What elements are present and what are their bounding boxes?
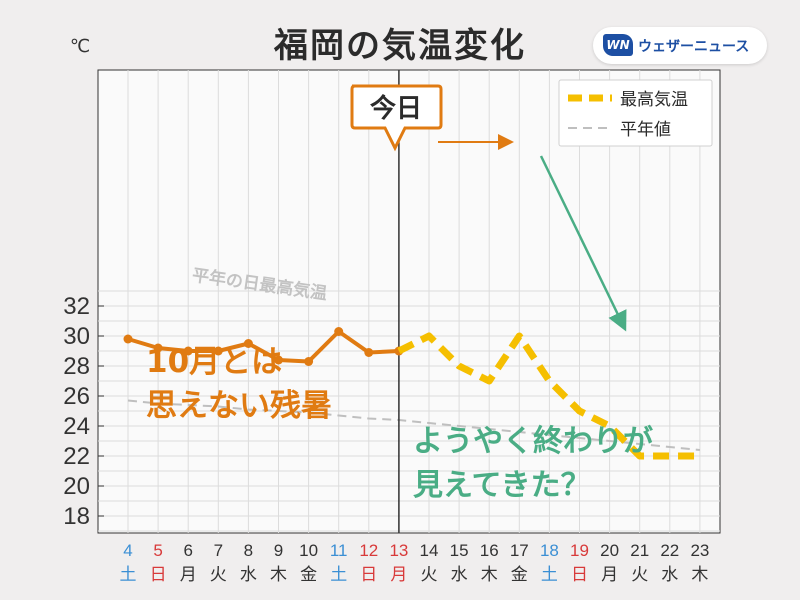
x-tick-label-weekday: 火 [210, 565, 227, 585]
today-callout: 今日 [350, 84, 443, 152]
legend-label-normal: 平年値 [620, 120, 671, 140]
x-tick-label-weekday: 月 [601, 565, 618, 585]
x-tick-label-day: 7 [214, 541, 223, 560]
y-tick-label: 20 [63, 473, 90, 500]
y-axis-unit: ℃ [70, 36, 90, 57]
x-tick-label-day: 14 [420, 541, 439, 560]
x-tick-label-day: 18 [540, 541, 559, 560]
x-tick-label-day: 5 [153, 541, 162, 560]
x-tick-label-day: 11 [330, 541, 348, 560]
x-tick-label-day: 8 [244, 541, 253, 560]
x-tick-label-weekday: 木 [691, 565, 708, 585]
x-tick-label-day: 16 [480, 541, 499, 560]
observed-point [213, 346, 223, 356]
x-tick-label-day: 23 [690, 541, 709, 560]
x-tick-label-day: 17 [510, 541, 529, 560]
observed-point [364, 348, 374, 357]
x-tick-label-day: 4 [123, 541, 132, 560]
observed-point [243, 339, 253, 348]
observed-point [304, 357, 314, 366]
x-tick-label-weekday: 水 [661, 565, 678, 585]
x-tick-label-weekday: 日 [150, 565, 167, 585]
x-tick-label-day: 19 [570, 541, 589, 560]
x-tick-label-day: 10 [299, 541, 318, 560]
annotation-right-line: ようやく終わりが [413, 424, 653, 459]
x-tick-label-weekday: 月 [180, 565, 197, 585]
series-line-forecast [397, 332, 700, 460]
y-tick-label: 26 [63, 383, 90, 410]
x-tick-label-weekday: 日 [360, 565, 377, 585]
x-tick-label-day: 21 [630, 541, 649, 560]
y-tick-label: 30 [63, 323, 90, 350]
x-tick-label-weekday: 木 [481, 565, 498, 585]
x-tick-label-weekday: 土 [541, 565, 558, 585]
y-tick-label: 28 [63, 353, 90, 380]
x-tick-label-day: 9 [274, 541, 283, 560]
y-tick-label: 24 [63, 413, 90, 440]
x-tick-label-weekday: 火 [631, 565, 648, 585]
observed-point [183, 346, 193, 356]
today-callout-label: 今日 [370, 93, 422, 124]
observed-point [123, 334, 133, 344]
x-tick-label-weekday: 水 [451, 565, 468, 585]
observed-point [334, 327, 344, 336]
x-tick-label-weekday: 月 [390, 565, 407, 585]
weathernews-logo-text: ウェザーニュース [638, 39, 750, 55]
weathernews-logo-icon: WN [603, 34, 633, 56]
x-tick-label-day: 22 [660, 541, 679, 560]
x-tick-label-weekday: 土 [330, 565, 347, 585]
series-line-observed [127, 329, 399, 364]
annotation-left-line: 10月とは [146, 344, 282, 380]
series-line-normal [127, 399, 700, 451]
y-tick-label: 18 [63, 503, 90, 530]
chart-title: 福岡の気温変化 [274, 26, 526, 66]
x-tick-label-weekday: 金 [300, 565, 317, 585]
weathernews-logo: WN ウェザーニュース [593, 27, 767, 64]
x-tick-label-weekday: 日 [571, 565, 588, 585]
x-tick-label-day: 13 [389, 541, 408, 560]
trend-arrow-cooling [539, 155, 627, 332]
annotation-left-line: 思えない残暑 [146, 388, 332, 424]
x-tick-label-weekday: 水 [240, 565, 257, 585]
y-tick-label: 22 [63, 443, 90, 470]
observed-point [274, 355, 283, 365]
y-tick-label: 32 [63, 293, 90, 320]
x-tick-label-weekday: 土 [120, 565, 137, 585]
x-tick-label-day: 12 [359, 541, 378, 560]
x-tick-label-day: 15 [450, 541, 469, 560]
x-tick-label-weekday: 火 [421, 565, 438, 585]
annotation-right-line: 見えてきた？ [413, 468, 591, 503]
today-callout-box [350, 84, 443, 152]
observed-point [153, 343, 163, 353]
x-tick-label-day: 20 [600, 541, 619, 560]
legend-label-max-temp: 最高気温 [620, 90, 688, 110]
x-tick-label-day: 6 [183, 541, 192, 560]
x-tick-label-weekday: 金 [511, 565, 528, 585]
x-tick-label-weekday: 木 [270, 565, 287, 585]
